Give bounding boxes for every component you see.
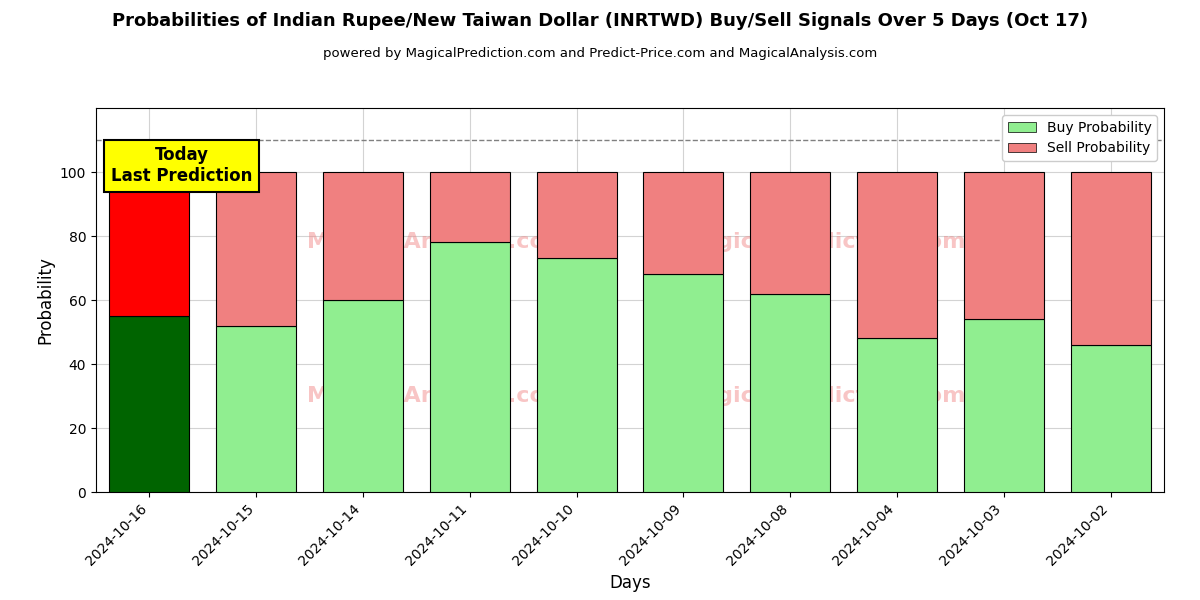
Text: Today
Last Prediction: Today Last Prediction: [110, 146, 252, 185]
Text: MagicalAnalysis.com: MagicalAnalysis.com: [307, 386, 569, 406]
Bar: [323, 172, 403, 300]
Bar: [109, 316, 190, 492]
Bar: [536, 172, 617, 259]
Bar: [430, 242, 510, 492]
Bar: [1070, 172, 1151, 345]
Text: MagicalPrediction.com: MagicalPrediction.com: [679, 386, 965, 406]
Bar: [216, 172, 296, 326]
Legend: Buy Probability, Sell Probability: Buy Probability, Sell Probability: [1002, 115, 1157, 161]
Bar: [964, 172, 1044, 319]
Bar: [536, 259, 617, 492]
Bar: [857, 172, 937, 338]
Bar: [109, 172, 190, 316]
Text: powered by MagicalPrediction.com and Predict-Price.com and MagicalAnalysis.com: powered by MagicalPrediction.com and Pre…: [323, 47, 877, 60]
Bar: [750, 172, 830, 293]
Text: MagicalPrediction.com: MagicalPrediction.com: [679, 232, 965, 253]
Text: MagicalAnalysis.com: MagicalAnalysis.com: [307, 232, 569, 253]
Bar: [643, 274, 724, 492]
Y-axis label: Probability: Probability: [36, 256, 54, 344]
Bar: [750, 293, 830, 492]
X-axis label: Days: Days: [610, 574, 650, 592]
Bar: [964, 319, 1044, 492]
Text: Probabilities of Indian Rupee/New Taiwan Dollar (INRTWD) Buy/Sell Signals Over 5: Probabilities of Indian Rupee/New Taiwan…: [112, 12, 1088, 30]
Bar: [216, 326, 296, 492]
Bar: [643, 172, 724, 274]
Bar: [1070, 345, 1151, 492]
Bar: [857, 338, 937, 492]
Bar: [430, 172, 510, 242]
Bar: [323, 300, 403, 492]
